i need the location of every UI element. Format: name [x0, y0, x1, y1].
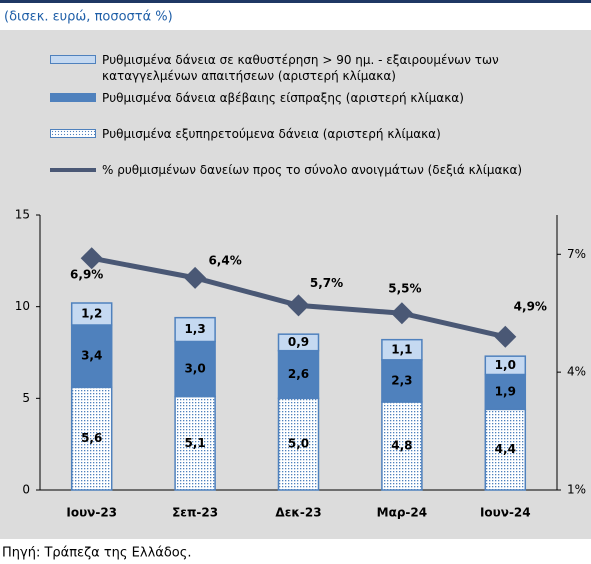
- value-label: 1,2: [81, 307, 102, 321]
- value-label: 5,0: [288, 437, 309, 451]
- value-label: 2,6: [288, 367, 309, 381]
- legend-label: % ρυθμισμένων δανείων προς το σύνολο ανο…: [102, 163, 523, 177]
- x-tick-label: Ιουν-23: [66, 506, 117, 520]
- line-marker: [184, 266, 207, 289]
- legend-label: Ρυθμισμένα δάνεια αβέβαιης είσπραξης (αρ…: [102, 91, 464, 105]
- legend-swatch: [50, 129, 96, 138]
- value-label: 5,1: [184, 436, 205, 450]
- legend-swatch: [50, 55, 96, 64]
- bar-segment: [381, 338, 423, 361]
- value-label: 3,4: [81, 349, 102, 363]
- value-label: 0,9: [288, 335, 309, 349]
- line-marker: [494, 325, 517, 348]
- value-label: 3,0: [184, 362, 205, 376]
- value-label: 1,3: [184, 322, 205, 336]
- subtitle: (δισεκ. ευρώ, ποσοστά %): [4, 10, 173, 25]
- value-label: 5,7%: [310, 276, 343, 290]
- y-tick-label: 0: [22, 483, 30, 497]
- value-label: 6,4%: [208, 253, 241, 267]
- value-label: 4,8: [391, 439, 412, 453]
- x-tick-label: Ιουν-24: [480, 506, 531, 520]
- legend-item: % ρυθμισμένων δανείων προς το σύνολο ανο…: [48, 162, 568, 178]
- bar-segment: [70, 324, 113, 389]
- legend-swatch: [50, 93, 96, 102]
- value-label: 4,9%: [514, 299, 547, 313]
- legend-swatch: [50, 168, 96, 172]
- y-tick-label: 10: [15, 299, 30, 313]
- value-label: 1,9: [495, 384, 516, 398]
- y2-tick-label: 7%: [567, 247, 586, 261]
- legend-label: Ρυθμισμένα εξυπηρετούμενα δάνεια (αριστε…: [102, 127, 441, 141]
- top-rule: [0, 0, 591, 3]
- bar-segment: [174, 316, 216, 343]
- bar-segment: [70, 302, 113, 326]
- x-tick-label: Σεπ-23: [172, 506, 218, 520]
- value-label: 1,1: [391, 342, 412, 356]
- value-label: 6,9%: [70, 268, 103, 282]
- legend-label: Ρυθμισμένα δάνεια σε καθυστέρηση > 90 ημ…: [102, 53, 499, 83]
- legend: Ρυθμισμένα δάνεια σε καθυστέρηση > 90 ημ…: [48, 52, 568, 178]
- value-label: 1,0: [495, 358, 516, 372]
- y2-tick-label: 4%: [567, 365, 586, 379]
- value-label: 5,6: [81, 431, 102, 445]
- line-marker: [390, 302, 413, 325]
- y-tick-label: 5: [22, 391, 30, 405]
- source: Πηγή: Τράπεζα της Ελλάδος.: [2, 546, 192, 561]
- bar-segment: [174, 395, 216, 491]
- value-label: 2,3: [391, 373, 412, 387]
- bar-segment: [277, 333, 320, 352]
- legend-item: Ρυθμισμένα δάνεια αβέβαιης είσπραξης (αρ…: [48, 90, 568, 106]
- bar-segment: [484, 355, 527, 376]
- value-label: 5,5%: [388, 282, 421, 296]
- bar-segment: [277, 397, 320, 491]
- line-marker: [80, 247, 103, 270]
- bar-segment: [381, 359, 423, 403]
- y2-tick-label: 1%: [567, 483, 586, 497]
- bar-segment: [277, 349, 320, 400]
- line-marker: [287, 294, 310, 317]
- bar-segment: [484, 408, 527, 491]
- legend-item: Ρυθμισμένα εξυπηρετούμενα δάνεια (αριστε…: [48, 126, 568, 142]
- bar-segment: [174, 340, 216, 398]
- y-tick-label: 15: [15, 208, 30, 222]
- x-tick-label: Δεκ-23: [275, 506, 321, 520]
- legend-item: Ρυθμισμένα δάνεια σε καθυστέρηση > 90 ημ…: [48, 52, 568, 84]
- x-tick-label: Μαρ-24: [377, 506, 427, 520]
- bar-segment: [381, 401, 423, 491]
- value-label: 4,4: [495, 442, 516, 456]
